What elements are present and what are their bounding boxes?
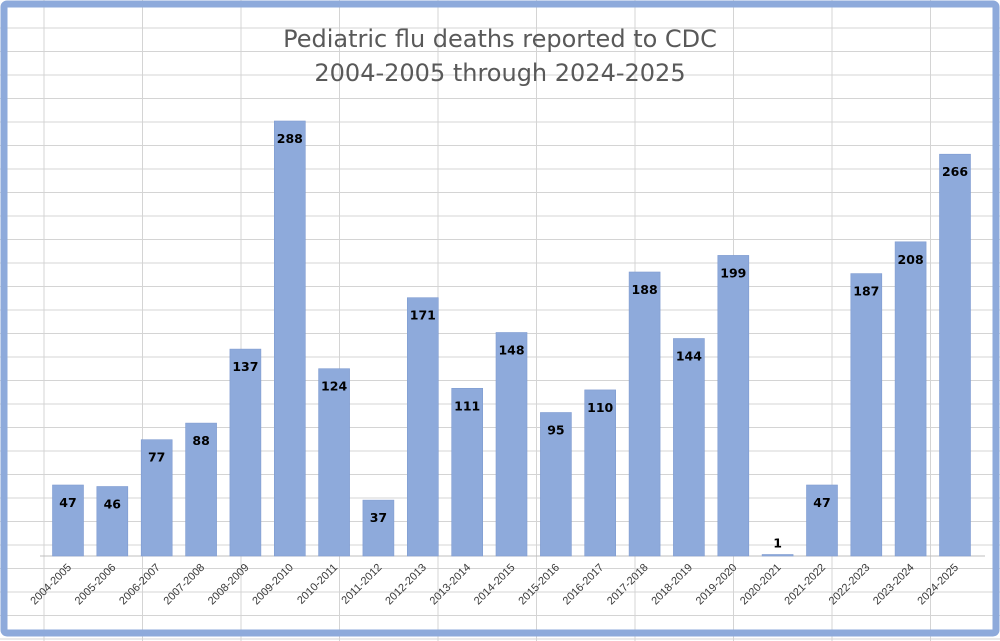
bar-2012-2013 xyxy=(406,297,439,557)
bar-2014-2015 xyxy=(495,332,528,557)
bar-2017-2018 xyxy=(628,271,661,557)
bar-value-label: 111 xyxy=(454,398,480,413)
bar-value-label: 37 xyxy=(370,510,387,525)
bar-value-label: 110 xyxy=(587,400,613,415)
bar-value-label: 208 xyxy=(898,252,924,267)
bar-2021-2022 xyxy=(806,484,838,557)
bar-value-label: 137 xyxy=(232,359,258,374)
bar-2016-2017 xyxy=(584,389,617,557)
bar-2008-2009 xyxy=(229,348,262,557)
bar-value-label: 144 xyxy=(676,349,702,364)
bar-value-label: 288 xyxy=(277,131,303,146)
bar-value-label: 124 xyxy=(321,379,347,394)
bar-value-labels: 47 46 77 88 137 288 124 37 171 111 148 95 110 188 144 1… xyxy=(59,131,968,551)
chart-title-line-1: Pediatric flu deaths reported to CDC xyxy=(283,25,717,53)
bar-value-label: 95 xyxy=(547,423,564,438)
chart-title-line-2: 2004-2005 through 2024-2025 xyxy=(314,59,685,87)
bar-value-label: 77 xyxy=(148,450,165,465)
bar-2011-2012 xyxy=(362,499,395,557)
bar-2023-2024 xyxy=(894,241,927,557)
bar-value-label: 148 xyxy=(498,343,524,358)
bar-2013-2014 xyxy=(451,387,484,557)
bar-2007-2008 xyxy=(185,422,217,557)
bar-value-label: 47 xyxy=(59,495,76,510)
bar-2015-2016 xyxy=(540,412,572,557)
bar-2004-2005 xyxy=(52,484,84,557)
bar-2020-2021 xyxy=(761,554,794,557)
bar-value-label: 199 xyxy=(720,265,746,280)
bar-value-label: 46 xyxy=(104,497,122,512)
bar-value-label: 88 xyxy=(192,433,209,448)
bar-2009-2010 xyxy=(273,120,306,557)
bar-value-label: 188 xyxy=(632,282,658,297)
chart-title: Pediatric flu deaths reported to CDC 200… xyxy=(283,25,717,87)
bar-2010-2011 xyxy=(318,368,350,557)
bar-2024-2025 xyxy=(939,153,971,557)
bars xyxy=(52,120,971,557)
bar-value-label: 171 xyxy=(410,308,436,323)
bar-2022-2023 xyxy=(850,273,883,557)
bar-value-label: 1 xyxy=(773,536,782,551)
bar-2006-2007 xyxy=(140,439,173,557)
bar-2005-2006 xyxy=(96,486,129,557)
bar-2018-2019 xyxy=(673,338,705,557)
bar-2019-2020 xyxy=(717,255,750,557)
bar-value-label: 47 xyxy=(813,495,830,510)
bar-value-label: 266 xyxy=(942,164,968,179)
bar-value-label: 187 xyxy=(853,284,879,299)
